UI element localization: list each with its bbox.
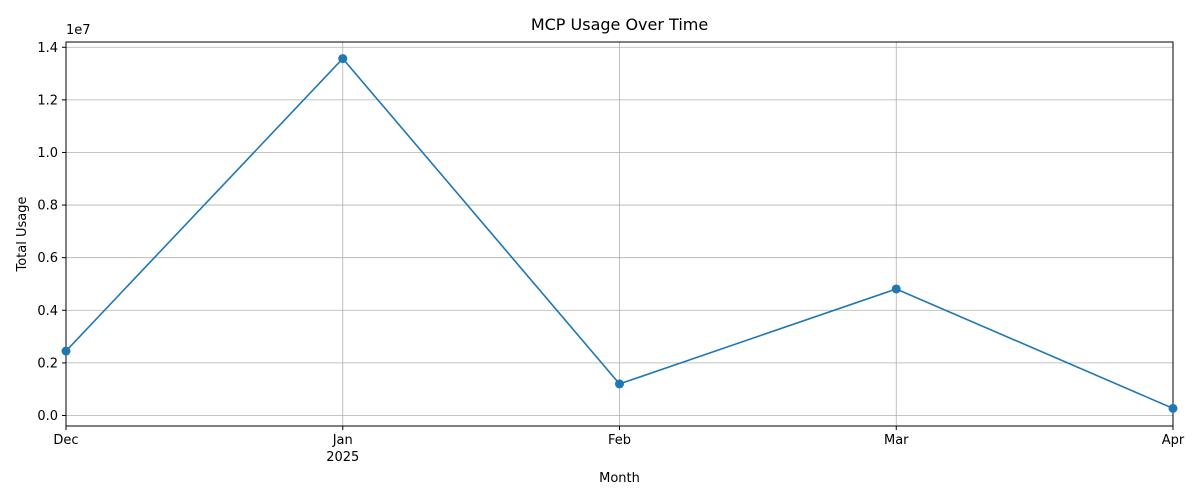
data-point <box>338 54 348 64</box>
x-tick-label: Feb <box>608 433 631 448</box>
y-tick-label: 1.2 <box>37 93 58 108</box>
y-tick-label: 0.8 <box>37 199 58 214</box>
x-axis-ticks: Dec Jan 2025 Feb Mar Apr <box>53 426 1185 465</box>
x-tick-label: Dec <box>53 433 78 448</box>
series-layer <box>61 54 1178 413</box>
data-point <box>615 379 624 389</box>
grid-lines <box>65 42 1174 426</box>
x-year-label: 2025 <box>326 450 359 465</box>
y-tick-label: 0.0 <box>37 409 58 424</box>
x-tick-label: Apr <box>1162 433 1185 448</box>
data-point <box>1168 403 1178 413</box>
y-axis-title: Total Usage <box>15 197 30 273</box>
y-tick-label: 0.4 <box>37 304 58 319</box>
y-tick-label: 1.0 <box>37 146 58 161</box>
y-tick-label: 0.2 <box>37 356 58 371</box>
x-tick-label: Jan <box>332 433 353 448</box>
y-axis-offset-label: 1e7 <box>66 23 91 38</box>
y-tick-label: 1.4 <box>37 41 58 56</box>
x-tick-label: Mar <box>884 433 909 448</box>
y-axis-ticks: 0.0 0.2 0.4 0.6 0.8 1.0 1.2 1.4 <box>37 41 66 424</box>
y-tick-label: 0.6 <box>37 251 58 266</box>
x-axis-title: Month <box>599 471 640 486</box>
data-point <box>891 284 901 294</box>
chart-title: MCP Usage Over Time <box>531 15 708 34</box>
data-point <box>61 346 71 356</box>
